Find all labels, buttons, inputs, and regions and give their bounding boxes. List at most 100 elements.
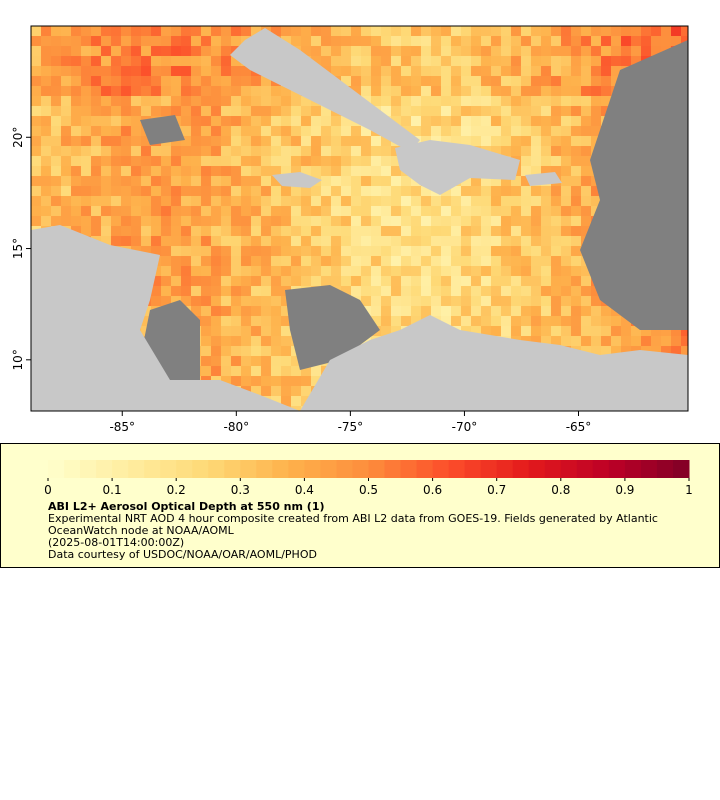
aod-cell: [131, 136, 141, 146]
aod-cell: [91, 76, 101, 86]
aod-cell: [211, 186, 221, 196]
aod-cell: [611, 76, 621, 86]
aod-cell: [181, 146, 191, 156]
aod-cell: [681, 336, 688, 346]
aod-cell: [251, 246, 261, 256]
aod-cell: [51, 156, 61, 166]
aod-cell: [61, 126, 71, 136]
aod-cell: [601, 336, 611, 346]
aod-cell: [101, 26, 111, 36]
aod-cell: [221, 196, 231, 206]
aod-cell: [441, 196, 451, 206]
aod-cell: [491, 236, 501, 246]
aod-cell: [371, 256, 381, 266]
aod-cell: [401, 66, 411, 76]
aod-cell: [41, 46, 51, 56]
aod-cell: [221, 126, 231, 136]
aod-cell: [351, 246, 361, 256]
aod-cell: [391, 156, 401, 166]
aod-cell: [101, 186, 111, 196]
aod-cell: [341, 246, 351, 256]
aod-cell: [481, 116, 491, 126]
aod-cell: [421, 276, 431, 286]
map-figure: -85° -80° -75° -70° -65°10°15°20°: [11, 25, 689, 434]
aod-cell: [351, 76, 361, 86]
aod-cell: [521, 106, 531, 116]
aod-cell: [281, 86, 291, 96]
aod-cell: [181, 296, 191, 306]
aod-cell: [401, 26, 411, 36]
aod-cell: [391, 116, 401, 126]
aod-cell: [561, 66, 571, 76]
aod-cell: [81, 46, 91, 56]
aod-cell: [31, 106, 41, 116]
aod-cell: [521, 26, 531, 36]
aod-cell: [621, 316, 631, 326]
aod-cell: [141, 196, 151, 206]
aod-cell: [371, 166, 381, 176]
aod-cell: [311, 186, 321, 196]
map-frame: [30, 25, 689, 412]
aod-cell: [631, 336, 641, 346]
aod-cell: [171, 296, 181, 306]
aod-cell: [211, 286, 221, 296]
aod-cell: [311, 266, 321, 276]
aod-cell: [241, 366, 251, 376]
aod-cell: [411, 296, 421, 306]
aod-cell: [421, 296, 431, 306]
aod-cell: [461, 236, 471, 246]
aod-cell: [571, 56, 581, 66]
aod-cell: [31, 196, 41, 206]
aod-cell: [501, 326, 511, 336]
aod-cell: [191, 286, 201, 296]
aod-cell: [171, 196, 181, 206]
aod-cell: [421, 116, 431, 126]
aod-cell: [491, 226, 501, 236]
aod-cell: [281, 306, 291, 316]
aod-cell: [611, 36, 621, 46]
aod-cell: [291, 396, 301, 406]
aod-cell: [261, 136, 271, 146]
aod-cell: [591, 56, 601, 66]
aod-cell: [81, 216, 91, 226]
aod-cell: [511, 246, 521, 256]
aod-cell: [371, 176, 381, 186]
aod-cell: [251, 146, 261, 156]
aod-cell: [31, 216, 41, 226]
aod-cell: [461, 76, 471, 86]
aod-cell: [311, 26, 321, 36]
colorbar-swatch: [48, 460, 65, 478]
aod-cell: [111, 86, 121, 96]
aod-cell: [471, 326, 481, 336]
aod-cell: [381, 246, 391, 256]
aod-cell: [581, 326, 591, 336]
aod-cell: [121, 136, 131, 146]
aod-cell: [271, 146, 281, 156]
aod-cell: [611, 26, 621, 36]
aod-cell: [351, 196, 361, 206]
aod-cell: [421, 196, 431, 206]
aod-cell: [191, 296, 201, 306]
aod-cell: [341, 206, 351, 216]
aod-cell: [431, 56, 441, 66]
aod-cell: [451, 316, 461, 326]
aod-cell: [251, 346, 261, 356]
aod-cell: [541, 236, 551, 246]
aod-cell: [171, 96, 181, 106]
aod-cell: [301, 96, 311, 106]
aod-cell: [251, 306, 261, 316]
aod-cell: [511, 56, 521, 66]
aod-cell: [401, 306, 411, 316]
aod-cell: [51, 46, 61, 56]
aod-cell: [571, 126, 581, 136]
aod-cell: [161, 146, 171, 156]
aod-cell: [361, 236, 371, 246]
aod-cell: [241, 126, 251, 136]
aod-cell: [281, 186, 291, 196]
aod-cell: [301, 146, 311, 156]
aod-cell: [141, 156, 151, 166]
aod-cell: [281, 336, 291, 346]
aod-cell: [61, 136, 71, 146]
aod-cell: [551, 46, 561, 56]
aod-cell: [171, 236, 181, 246]
